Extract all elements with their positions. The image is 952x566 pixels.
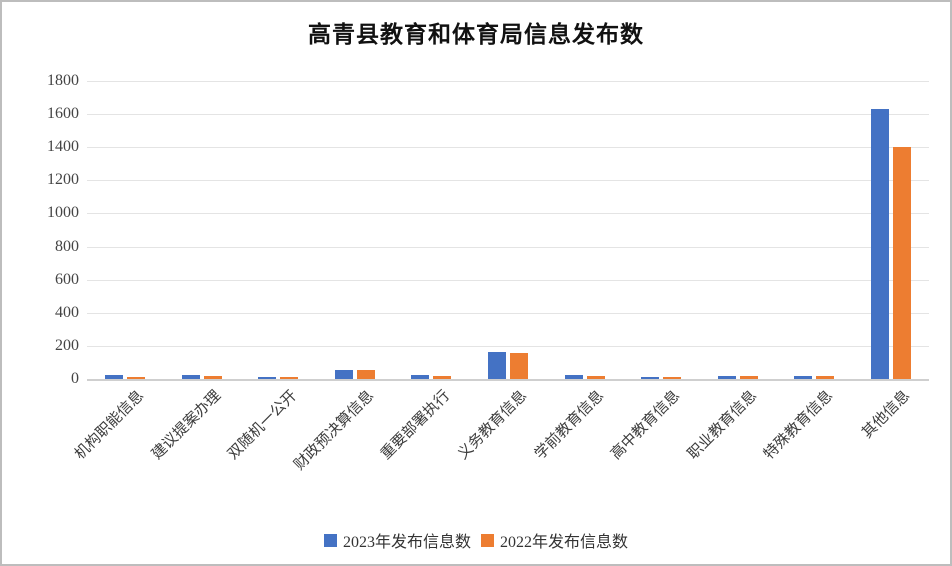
y-tick-label-1200: 1200 — [47, 171, 79, 189]
bar-2022年-财政预决算信息[interactable] — [356, 370, 375, 379]
bar-2022年-其他信息[interactable] — [892, 147, 911, 379]
legend-item-2022年[interactable]: 2022年发布信息数 — [481, 528, 628, 552]
bar-group-1 — [87, 81, 164, 379]
bar-2022年-机构职能信息[interactable] — [127, 377, 146, 379]
bar-2023年-义务教育信息[interactable] — [487, 351, 506, 379]
y-tick-label-1800: 1800 — [47, 72, 79, 89]
plot-area — [87, 81, 929, 381]
legend-swatch-icon — [323, 533, 337, 547]
bar-group-3 — [240, 81, 317, 379]
bar-2023年-建议提案办理[interactable] — [181, 375, 200, 379]
legend-label: 2022年发布信息数 — [500, 534, 629, 551]
bar-2022年-建议提案办理[interactable] — [203, 376, 222, 379]
bar-2023年-其他信息[interactable] — [870, 109, 889, 379]
gridline-600 — [87, 279, 929, 281]
gridline-1400 — [87, 147, 929, 149]
gridline-400 — [87, 312, 929, 314]
bar-group-11 — [852, 81, 929, 379]
bar-2023年-特殊教育信息[interactable] — [794, 376, 813, 379]
bar-2022年-双随机一公开[interactable] — [280, 377, 299, 379]
bar-group-2 — [164, 81, 241, 379]
gridline-1600 — [87, 114, 929, 116]
bar-2023年-双随机一公开[interactable] — [258, 376, 277, 379]
bar-2023年-重要部署执行[interactable] — [411, 375, 430, 379]
bar-group-6 — [470, 81, 547, 379]
bar-2023年-机构职能信息[interactable] — [105, 375, 124, 379]
gridline-200 — [87, 345, 929, 347]
bar-2023年-学前教育信息[interactable] — [564, 374, 583, 379]
bar-group-4 — [317, 81, 394, 379]
legend-label: 2023年发布信息数 — [342, 534, 471, 551]
legend-item-2023年[interactable]: 2023年发布信息数 — [323, 528, 471, 552]
bar-2022年-高中教育信息[interactable] — [663, 377, 682, 379]
bar-group-9 — [699, 81, 776, 379]
bar-2022年-职业教育信息[interactable] — [739, 376, 758, 379]
bar-2022年-义务教育信息[interactable] — [509, 352, 528, 379]
bar-group-8 — [623, 81, 700, 379]
x-axis-line — [87, 379, 929, 381]
bar-group-5 — [393, 81, 470, 379]
bar-2023年-财政预决算信息[interactable] — [334, 369, 353, 379]
y-tick-label-600: 600 — [55, 270, 79, 288]
bar-2022年-特殊教育信息[interactable] — [816, 376, 835, 379]
gridline-800 — [87, 246, 929, 248]
bar-2022年-重要部署执行[interactable] — [433, 376, 452, 379]
gridline-1800 — [87, 81, 929, 82]
chart-title: 高青县教育和体育局信息发布数 — [308, 22, 644, 47]
y-tick-label-400: 400 — [55, 303, 79, 321]
y-tick-label-200: 200 — [55, 336, 79, 354]
legend-swatch-icon — [481, 533, 494, 547]
y-tick-label-800: 800 — [55, 237, 79, 255]
y-tick-label-1400: 1400 — [47, 138, 79, 156]
bar-2023年-职业教育信息[interactable] — [717, 376, 736, 379]
gridline-1000 — [87, 213, 929, 215]
legend: 2023年发布信息数 2022年发布信息数 — [2, 528, 950, 552]
bar-group-10 — [776, 81, 853, 379]
y-tick-label-1000: 1000 — [47, 204, 79, 222]
bar-group-7 — [546, 81, 623, 379]
y-tick-label-0: 0 — [71, 370, 79, 387]
gridline-1200 — [87, 180, 929, 182]
y-tick-label-1600: 1600 — [47, 105, 79, 123]
bar-2023年-高中教育信息[interactable] — [641, 377, 660, 379]
bar-2022年-学前教育信息[interactable] — [586, 376, 605, 379]
